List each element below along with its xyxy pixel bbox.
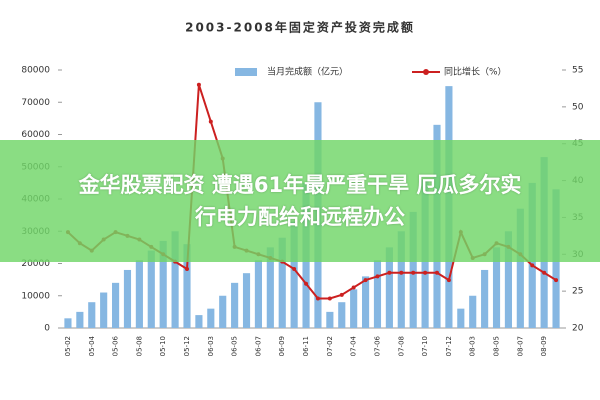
x-tick-label: 05-12 <box>183 336 191 356</box>
bar <box>516 208 524 328</box>
x-tick-label: 07-08 <box>397 336 405 356</box>
line-marker <box>304 281 309 286</box>
line-marker <box>351 285 356 290</box>
bar <box>159 240 167 328</box>
bar <box>373 260 382 328</box>
y2-tick-label: 55 <box>572 66 583 76</box>
bar <box>504 231 512 328</box>
x-tick-label: 06-07 <box>254 336 262 356</box>
bar <box>278 237 286 328</box>
bar <box>481 269 489 328</box>
line-marker <box>530 263 535 268</box>
y-tick-label: 80000 <box>21 66 50 76</box>
bar <box>64 318 72 328</box>
line-marker <box>423 270 428 275</box>
x-tick-label: 06-03 <box>207 336 215 356</box>
line-marker <box>387 270 392 275</box>
bar <box>112 282 120 328</box>
x-tick-label: 08-03 <box>469 336 477 356</box>
x-tick-label: 06-11 <box>302 336 310 356</box>
bar <box>254 260 262 328</box>
y-tick-label: 0 <box>44 324 50 334</box>
bar <box>147 250 155 328</box>
line-marker <box>542 270 547 275</box>
line-marker <box>315 296 320 301</box>
line-marker <box>208 119 213 124</box>
line-marker <box>375 274 380 279</box>
y-tick-label: 70000 <box>21 98 50 108</box>
legend-swatch <box>235 68 257 76</box>
bar <box>195 315 203 328</box>
headline: 行电力配给和远程办公 <box>195 205 405 229</box>
headline-band: 金华股票配资 遭遇61年最严重干旱 厄瓜多尔实 行电力配给和远程办公 <box>0 140 600 262</box>
y-tick-label: 60000 <box>21 130 50 140</box>
y-tick-label: 10000 <box>21 291 50 301</box>
bar <box>171 231 179 328</box>
legend-swatch <box>423 69 429 75</box>
bar <box>290 221 298 328</box>
line-marker <box>399 270 404 275</box>
x-tick-label: 07-12 <box>445 336 453 356</box>
bar <box>207 308 215 328</box>
bar <box>123 269 132 328</box>
bar <box>362 276 370 328</box>
x-tick-label: 08-09 <box>540 336 548 356</box>
bar <box>338 302 346 328</box>
chart-title: 2003-2008年固定资产投资完成额 <box>185 20 415 35</box>
y2-tick-label: 25 <box>572 287 583 297</box>
bar <box>469 295 477 328</box>
bar <box>88 302 96 328</box>
bar <box>242 273 251 328</box>
bar <box>397 231 405 328</box>
legend-label: 当月完成额（亿元） <box>267 66 348 78</box>
line-marker <box>435 270 439 275</box>
bar <box>183 244 191 328</box>
bar <box>100 292 108 328</box>
x-tick-label: 07-02 <box>326 336 334 356</box>
bar <box>76 311 84 328</box>
headline: 金华股票配资 遭遇61年最严重干旱 厄瓜多尔实 <box>78 173 522 197</box>
x-tick-label: 07-04 <box>350 335 358 356</box>
y2-tick-label: 20 <box>572 324 584 334</box>
y2-tick-label: 50 <box>572 102 584 112</box>
line-marker <box>411 270 416 275</box>
x-tick-label: 06-05 <box>231 336 239 356</box>
bar <box>219 295 227 328</box>
bar <box>231 282 239 328</box>
x-tick-label: 06-09 <box>278 336 286 356</box>
line-marker <box>327 296 332 301</box>
x-tick-label: 05-10 <box>159 336 167 356</box>
x-tick-label: 05-06 <box>112 335 120 356</box>
x-tick-label: 05-08 <box>135 336 143 356</box>
x-tick-label: 07-10 <box>421 336 429 356</box>
line-marker <box>292 267 297 272</box>
x-tick-label: 05-04 <box>88 335 96 356</box>
bar <box>409 211 417 328</box>
line-marker <box>554 278 559 283</box>
x-tick-label: 08-07 <box>516 336 524 356</box>
line-marker <box>185 267 189 272</box>
bar <box>457 308 465 328</box>
x-tick-label: 08-05 <box>493 336 501 356</box>
line-marker <box>446 278 451 283</box>
line-marker <box>196 82 201 87</box>
bar <box>326 311 334 328</box>
legend-label: 同比增长（%） <box>444 66 507 78</box>
line-marker <box>363 278 368 283</box>
bar <box>492 247 501 328</box>
line-marker <box>339 292 344 297</box>
x-tick-label: 07-06 <box>373 335 381 356</box>
y-tick-label: 20000 <box>21 259 50 269</box>
x-tick-label: 05-02 <box>64 336 72 356</box>
bar <box>350 289 358 328</box>
bar <box>135 260 143 328</box>
bar <box>266 247 274 328</box>
bar <box>385 247 393 328</box>
